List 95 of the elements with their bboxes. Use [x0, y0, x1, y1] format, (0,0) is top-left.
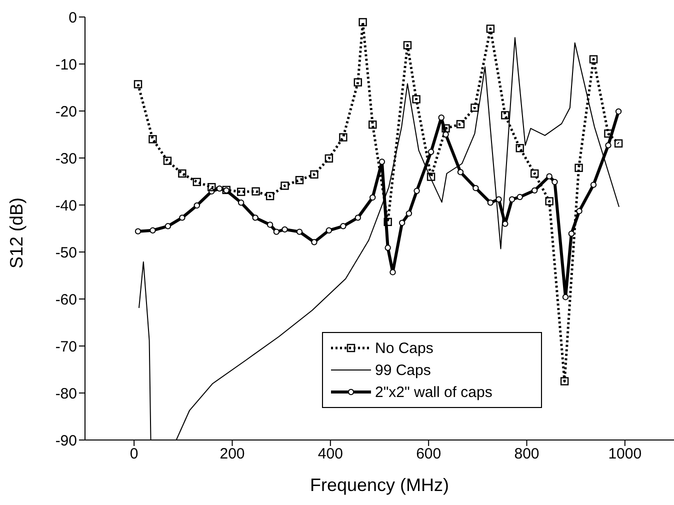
point	[358, 18, 367, 26]
point	[508, 196, 516, 202]
x-tick-label: 200	[220, 446, 245, 463]
y-tick-label: -50	[55, 244, 77, 262]
point	[266, 222, 274, 228]
point	[354, 78, 362, 86]
point	[568, 230, 575, 237]
point	[501, 111, 510, 120]
x-tick-label: 600	[416, 446, 442, 463]
point	[487, 200, 494, 206]
point	[532, 187, 538, 194]
point	[134, 228, 142, 234]
point	[266, 192, 274, 200]
point	[339, 133, 348, 142]
legend-label: 99 Caps	[375, 362, 431, 378]
point	[530, 169, 539, 178]
point	[412, 95, 420, 104]
point	[614, 139, 623, 148]
point	[296, 228, 303, 235]
point	[562, 294, 569, 300]
point	[310, 170, 318, 179]
point	[354, 214, 362, 221]
point	[574, 164, 583, 172]
point	[390, 269, 396, 276]
point	[384, 218, 392, 226]
point	[280, 182, 289, 190]
y-tick-label: -20	[55, 103, 77, 120]
y-axis-title: S12 (dB)	[6, 197, 26, 268]
x-tick-label: 800	[514, 446, 540, 463]
point	[516, 144, 524, 152]
point	[456, 120, 465, 128]
y-tick-label: -10	[55, 56, 77, 74]
point	[148, 135, 157, 144]
point	[378, 158, 386, 165]
point	[457, 169, 464, 176]
point	[589, 55, 598, 64]
x-tick-label: 0	[130, 446, 138, 463]
y-tick-label: -60	[55, 291, 77, 308]
point	[163, 156, 172, 165]
x-tick-label: 1000	[608, 446, 642, 463]
point	[252, 214, 258, 221]
point	[605, 142, 612, 148]
y-tick-label: 0	[68, 9, 77, 26]
point	[238, 200, 244, 206]
point	[216, 185, 223, 192]
point	[384, 244, 391, 251]
point	[398, 220, 406, 226]
legend-label: 2"x2" wall of caps	[375, 384, 492, 400]
x-axis-title: Frequency (MHz)	[310, 475, 450, 495]
point	[194, 202, 200, 209]
point	[192, 178, 202, 186]
legend-label: No Caps	[375, 340, 434, 356]
point	[403, 41, 412, 50]
point	[428, 148, 434, 155]
point	[340, 223, 346, 230]
point	[311, 239, 318, 246]
point	[273, 228, 280, 235]
point	[496, 196, 502, 202]
y-tick-label: -40	[55, 197, 77, 214]
point	[324, 154, 334, 163]
point	[560, 377, 569, 386]
point	[552, 178, 558, 186]
point	[295, 176, 304, 184]
point	[406, 210, 412, 217]
point	[164, 223, 172, 230]
point	[470, 104, 479, 112]
point	[546, 173, 552, 180]
y-tick-label: -80	[55, 385, 77, 402]
point	[178, 169, 186, 178]
y-tick-label: -70	[55, 338, 77, 356]
point	[282, 226, 288, 233]
point	[590, 182, 597, 188]
point	[150, 227, 156, 234]
point	[208, 183, 216, 192]
point	[368, 120, 377, 129]
point	[134, 80, 142, 88]
point	[252, 187, 260, 196]
point	[576, 208, 582, 214]
point	[438, 114, 444, 121]
point	[604, 129, 612, 138]
point	[236, 188, 246, 196]
point	[486, 24, 495, 33]
point	[545, 197, 554, 206]
point	[179, 214, 186, 221]
y-tick-label: -90	[55, 432, 77, 450]
point	[370, 194, 376, 201]
point	[442, 124, 450, 132]
point	[414, 188, 420, 194]
point	[326, 227, 332, 234]
point	[472, 184, 479, 192]
point	[516, 194, 523, 200]
point	[426, 172, 436, 181]
point	[615, 108, 622, 115]
x-tick-label: 400	[318, 446, 343, 463]
y-tick-label: -30	[55, 150, 77, 168]
